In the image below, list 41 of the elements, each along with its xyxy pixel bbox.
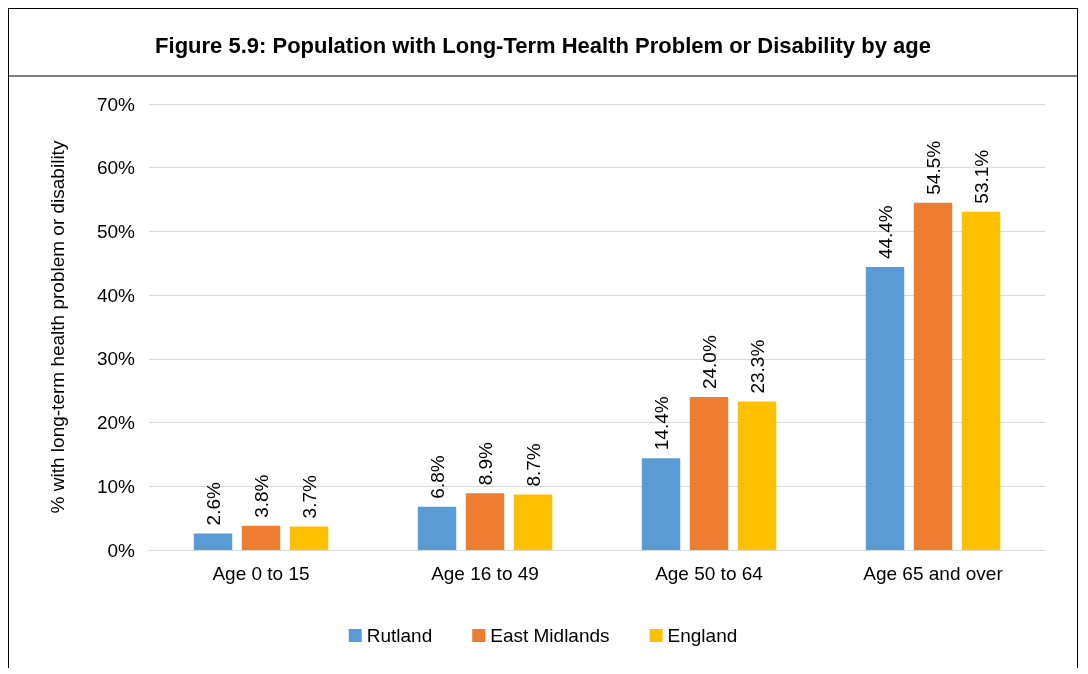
bar [865,267,905,550]
y-tick-label: 30% [96,348,136,370]
data-label: 3.8% [250,474,272,518]
bar [241,525,281,550]
bar [737,401,777,550]
legend-label: East Midlands [490,625,610,646]
legend-label: Rutland [366,625,433,646]
bar [465,493,505,550]
bar [689,397,729,550]
legend-label: England [667,625,738,646]
y-tick-label: 60% [96,157,136,179]
data-label: 8.7% [522,443,544,487]
bar [913,202,953,550]
data-label: 44.4% [874,205,896,260]
x-tick-label: Age 65 and over [863,563,1004,584]
y-tick-label: 10% [96,475,136,497]
y-tick-label: 50% [96,220,136,242]
data-label: 54.5% [922,140,944,195]
bar [193,533,233,550]
y-tick-label: 70% [96,93,136,115]
data-label: 23.3% [746,339,768,394]
y-tick-label: 20% [96,412,136,434]
data-label: 2.6% [202,482,224,526]
bar [417,506,457,550]
data-label: 6.8% [426,455,448,499]
y-axis-title: % with long-term health problem or disability [47,140,68,514]
chart-title: Figure 5.9: Population with Long-Term Health Problem or Disability by age [155,32,931,58]
y-tick-label: 40% [96,284,136,306]
data-label: 24.0% [698,335,720,390]
data-label: 53.1% [970,149,992,204]
x-tick-label: Age 16 to 49 [431,563,539,584]
data-label: 14.4% [650,396,672,451]
data-label: 3.7% [298,475,320,519]
x-tick-label: Age 0 to 15 [212,563,310,584]
x-tick-label: Age 50 to 64 [655,563,764,584]
bar [641,458,681,550]
data-label: 8.9% [474,441,496,486]
bar [289,526,329,550]
y-tick-label: 0% [107,539,136,561]
bar [513,494,553,550]
bar [961,211,1001,550]
